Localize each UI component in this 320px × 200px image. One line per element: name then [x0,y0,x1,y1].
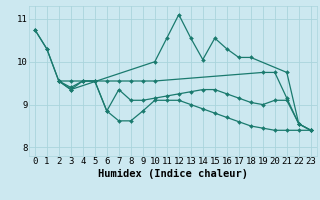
X-axis label: Humidex (Indice chaleur): Humidex (Indice chaleur) [98,169,248,179]
